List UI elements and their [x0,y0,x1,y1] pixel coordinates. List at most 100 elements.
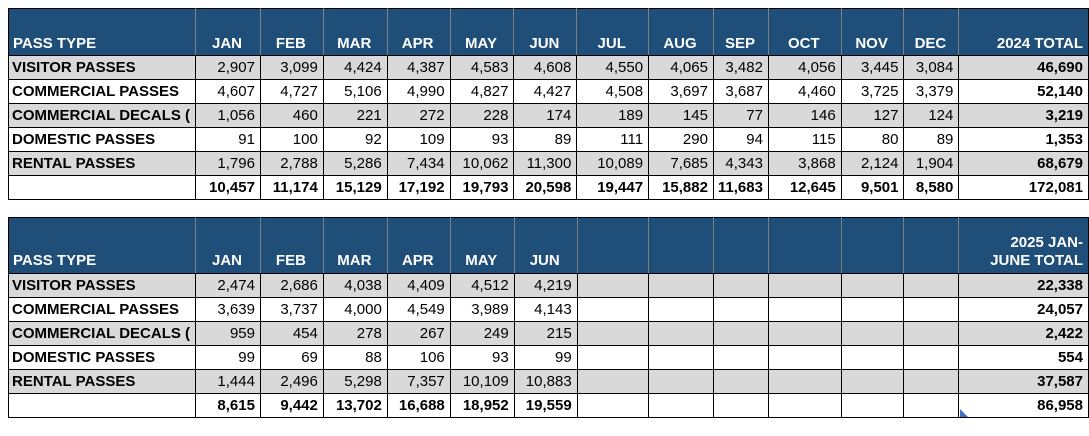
cell[interactable]: 10,089 [576,151,650,176]
cell[interactable]: 88 [322,345,388,370]
month-header-cell[interactable]: APR [386,217,451,274]
empty-month-header-cell[interactable] [648,217,715,274]
cell[interactable]: 189 [576,103,650,128]
cell[interactable]: 4,038 [322,273,388,298]
totals-cell[interactable] [576,393,650,418]
cell[interactable]: 4,409 [386,273,451,298]
cell[interactable]: 4,000 [322,297,388,322]
month-header-cell[interactable]: JUL [576,8,650,56]
cell[interactable]: 1,796 [195,151,261,176]
cell[interactable]: 3,482 [712,55,769,80]
cell[interactable] [713,321,769,346]
cell[interactable]: 221 [322,103,388,128]
cell[interactable]: 4,424 [322,55,388,80]
grand-total-cell[interactable]: 172,081 [958,175,1089,200]
empty-month-header-cell[interactable] [903,217,960,274]
cell[interactable] [713,345,769,370]
cell[interactable]: 4,583 [449,55,515,80]
month-header-cell[interactable]: JUN [513,8,578,56]
cell[interactable] [576,297,650,322]
cell[interactable]: 4,143 [513,297,578,322]
total-cell[interactable]: 22,338 [958,273,1089,298]
cell[interactable] [903,369,960,394]
cell[interactable]: 3,084 [903,55,960,80]
cell[interactable]: 3,687 [712,79,769,104]
empty-cell[interactable] [7,393,197,418]
total-cell[interactable]: 1,353 [958,127,1089,152]
totals-cell[interactable] [713,393,769,418]
totals-cell[interactable]: 16,688 [386,393,451,418]
cell[interactable] [713,369,769,394]
empty-month-header-cell[interactable] [767,217,842,274]
row-label-cell[interactable]: DOMESTIC PASSES [7,345,197,370]
totals-cell[interactable]: 12,645 [767,175,842,200]
cell[interactable]: 10,109 [449,369,515,394]
cell[interactable]: 77 [712,103,769,128]
cell[interactable]: 4,827 [449,79,515,104]
cell[interactable]: 106 [386,345,451,370]
row-label-cell[interactable]: DOMESTIC PASSES [7,127,197,152]
cell[interactable]: 3,445 [840,55,905,80]
cell[interactable] [713,297,769,322]
month-header-cell[interactable]: DEC [903,8,960,56]
cell[interactable]: 228 [449,103,515,128]
cell[interactable]: 99 [513,345,578,370]
total-cell[interactable]: 37,587 [958,369,1089,394]
cell[interactable]: 11,300 [513,151,578,176]
total-cell[interactable]: 52,140 [958,79,1089,104]
cell[interactable] [840,273,905,298]
cell[interactable]: 3,989 [449,297,515,322]
month-header-cell[interactable]: MAR [322,217,388,274]
cell[interactable]: 3,099 [259,55,324,80]
cell[interactable]: 4,460 [767,79,842,104]
cell[interactable]: 4,508 [576,79,650,104]
row-label-cell[interactable]: VISITOR PASSES [7,55,197,80]
row-label-cell[interactable]: COMMERCIAL PASSES [7,297,197,322]
cell[interactable] [648,297,715,322]
month-header-cell[interactable]: FEB [259,8,324,56]
cell[interactable]: 2,788 [259,151,324,176]
month-header-cell[interactable]: MAY [449,8,515,56]
cell[interactable] [767,369,842,394]
cell[interactable]: 111 [576,127,650,152]
cell[interactable] [840,321,905,346]
cell[interactable]: 10,062 [449,151,515,176]
cell[interactable]: 5,298 [322,369,388,394]
cell[interactable]: 267 [386,321,451,346]
cell[interactable]: 2,686 [259,273,324,298]
cell[interactable]: 2,124 [840,151,905,176]
cell[interactable]: 4,512 [449,273,515,298]
total-cell[interactable]: 3,219 [958,103,1089,128]
totals-cell[interactable] [903,393,960,418]
cell[interactable]: 7,434 [386,151,451,176]
empty-month-header-cell[interactable] [576,217,650,274]
cell[interactable]: 3,379 [903,79,960,104]
cell[interactable]: 10,883 [513,369,578,394]
cell[interactable] [576,345,650,370]
totals-cell[interactable]: 17,192 [386,175,451,200]
cell[interactable]: 4,990 [386,79,451,104]
cell[interactable]: 3,639 [195,297,261,322]
totals-cell[interactable]: 9,501 [840,175,905,200]
cell[interactable]: 146 [767,103,842,128]
cell[interactable] [576,273,650,298]
totals-cell[interactable]: 19,793 [449,175,515,200]
cell[interactable]: 7,685 [648,151,714,176]
cell[interactable]: 145 [648,103,714,128]
month-header-cell[interactable]: JAN [195,217,261,274]
month-header-cell[interactable]: JAN [195,8,261,56]
totals-cell[interactable]: 19,559 [513,393,578,418]
cell[interactable] [576,369,650,394]
cell[interactable]: 2,474 [195,273,261,298]
cell[interactable]: 3,697 [648,79,714,104]
totals-cell[interactable] [840,393,905,418]
cell[interactable]: 5,286 [322,151,388,176]
cell[interactable]: 1,056 [195,103,261,128]
month-header-cell[interactable]: APR [386,8,451,56]
cell[interactable]: 460 [259,103,324,128]
cell[interactable]: 4,343 [712,151,769,176]
row-label-cell[interactable]: COMMERCIAL DECALS ( [7,321,197,346]
cell[interactable]: 249 [449,321,515,346]
empty-cell[interactable] [7,175,197,200]
cell[interactable]: 109 [386,127,451,152]
